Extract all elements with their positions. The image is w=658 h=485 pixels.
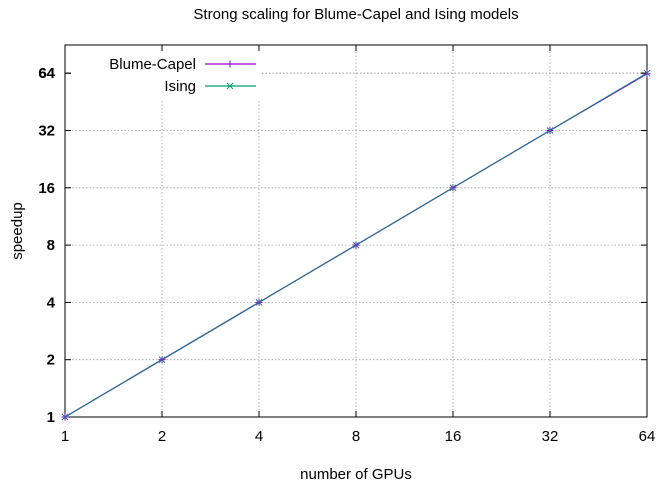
x-tick-label: 1 — [61, 428, 69, 445]
data-point — [449, 184, 457, 192]
data-point — [643, 69, 651, 77]
data-point — [61, 413, 69, 421]
x-tick-label: 64 — [639, 428, 656, 445]
legend-label: Ising — [164, 78, 196, 95]
y-tick-label: 1 — [47, 409, 55, 426]
y-tick-label: 64 — [38, 65, 55, 82]
grid-lines — [65, 45, 647, 417]
x-tick-label: 8 — [352, 428, 360, 445]
x-marker — [352, 241, 360, 249]
y-tick-label: 4 — [47, 294, 56, 311]
x-marker — [643, 69, 651, 77]
x-marker — [546, 127, 554, 134]
x-tick-label: 32 — [542, 428, 559, 445]
y-axis-label: speedup — [9, 202, 26, 260]
y-tick-label: 32 — [38, 122, 55, 139]
x-marker — [61, 413, 69, 421]
x-axis-label: number of GPUs — [300, 466, 412, 483]
chart-title: Strong scaling for Blume-Capel and Ising… — [193, 6, 518, 23]
data-point — [158, 356, 166, 364]
x-tick-label: 4 — [255, 428, 263, 445]
y-tick-label: 64 — [38, 65, 55, 82]
legend-marker — [226, 82, 234, 90]
x-marker — [255, 299, 263, 306]
data-point — [546, 127, 554, 134]
y-tick-label: 2 — [47, 352, 55, 369]
data-series — [61, 69, 651, 421]
x-marker — [449, 184, 457, 192]
data-point — [352, 241, 360, 249]
x-tick-label: 16 — [445, 428, 462, 445]
legend-label: Blume-Capel — [109, 56, 196, 73]
y-tick-label: 8 — [47, 237, 55, 254]
x-tick-label: 2 — [158, 428, 166, 445]
y-tick-label: 16 — [38, 180, 55, 197]
legend: Blume-Capel Ising — [109, 56, 256, 95]
data-point — [255, 299, 263, 306]
x-marker — [158, 356, 166, 364]
